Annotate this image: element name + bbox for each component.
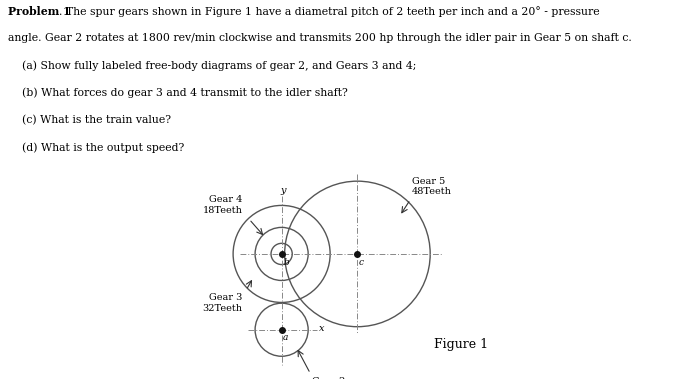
Text: (b) What forces do gear 3 and 4 transmit to the idler shaft?: (b) What forces do gear 3 and 4 transmit… bbox=[8, 88, 348, 98]
Text: Gear 2
18Teeth: Gear 2 18Teeth bbox=[312, 377, 352, 379]
Text: Figure 1: Figure 1 bbox=[434, 338, 488, 351]
Text: angle. Gear 2 rotates at 1800 rev/min clockwise and transmits 200 hp through the: angle. Gear 2 rotates at 1800 rev/min cl… bbox=[8, 33, 632, 43]
Text: x: x bbox=[318, 324, 324, 333]
Text: a: a bbox=[283, 333, 288, 342]
Text: y: y bbox=[281, 186, 286, 195]
Text: Gear 5
48Teeth: Gear 5 48Teeth bbox=[412, 177, 452, 196]
Text: Gear 3
32Teeth: Gear 3 32Teeth bbox=[202, 293, 242, 313]
Text: (c) What is the train value?: (c) What is the train value? bbox=[8, 115, 172, 125]
Text: (d) What is the output speed?: (d) What is the output speed? bbox=[8, 142, 185, 153]
Text: . The spur gears shown in Figure 1 have a diametral pitch of 2 teeth per inch an: . The spur gears shown in Figure 1 have … bbox=[59, 6, 599, 17]
Text: Gear 4
18Teeth: Gear 4 18Teeth bbox=[202, 195, 242, 215]
Text: (a) Show fully labeled free-body diagrams of gear 2, and Gears 3 and 4;: (a) Show fully labeled free-body diagram… bbox=[8, 60, 416, 71]
Text: Problem 1: Problem 1 bbox=[8, 6, 71, 17]
Text: c: c bbox=[359, 258, 364, 267]
Text: b: b bbox=[283, 258, 289, 267]
